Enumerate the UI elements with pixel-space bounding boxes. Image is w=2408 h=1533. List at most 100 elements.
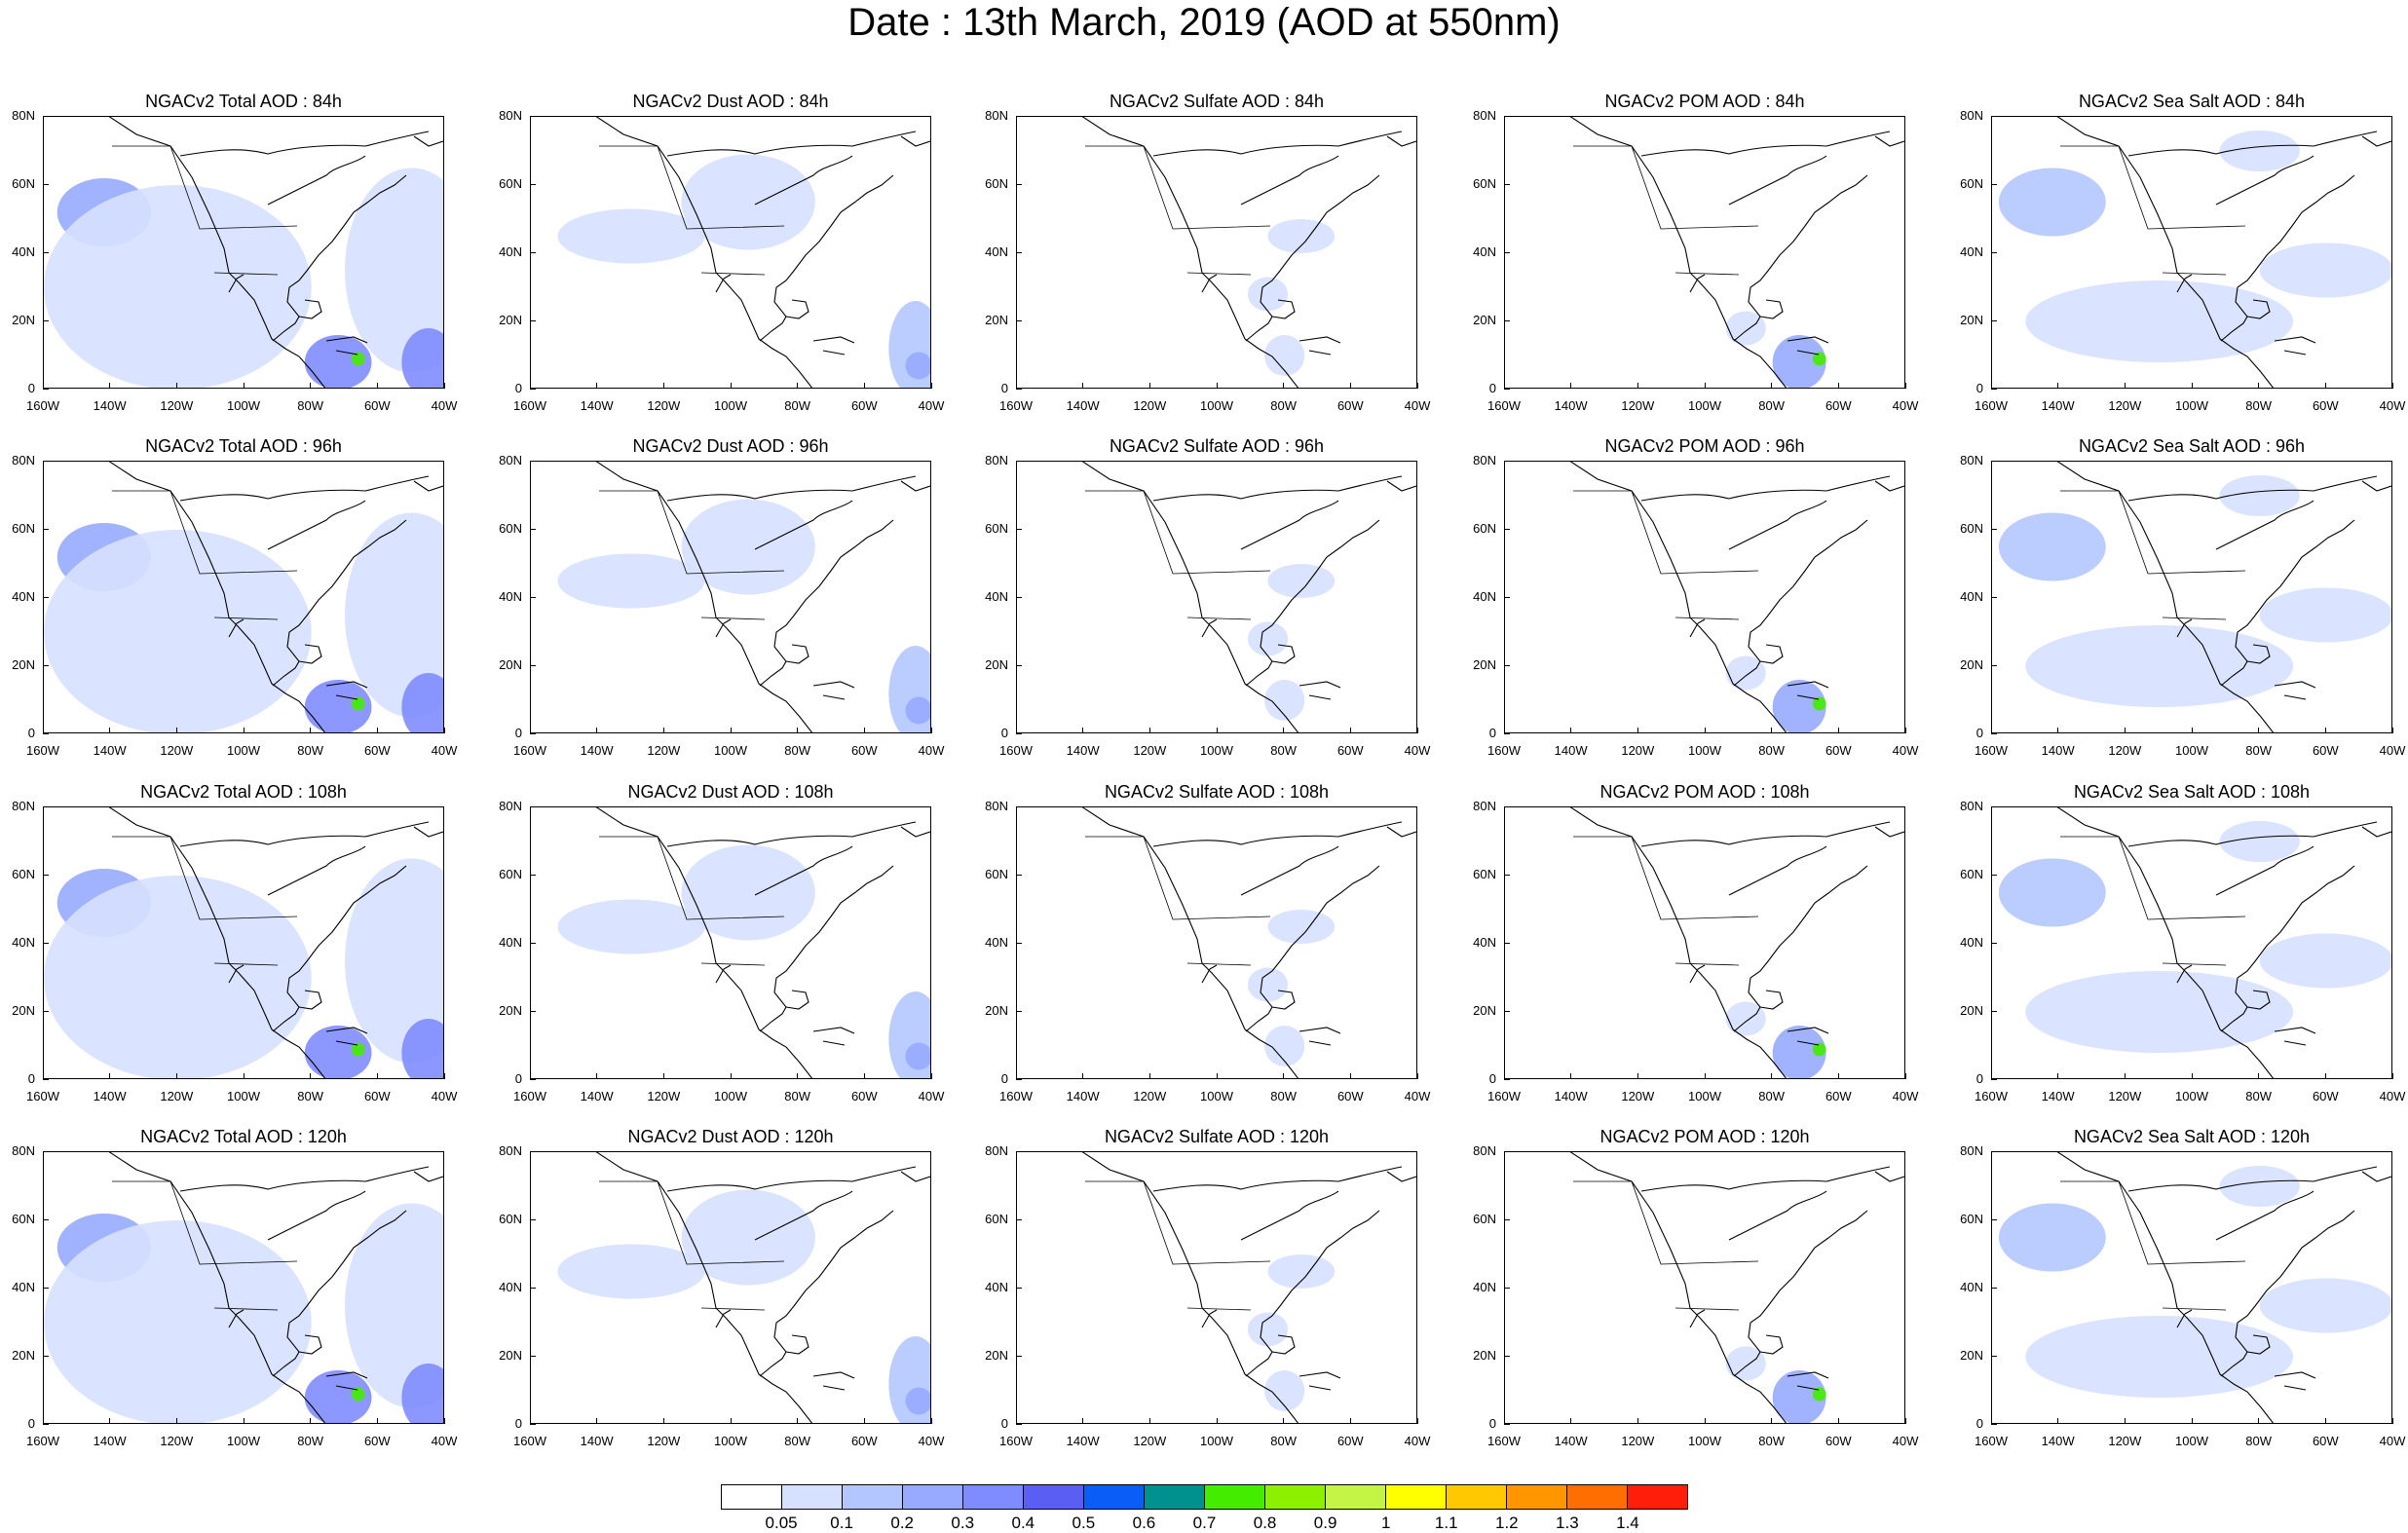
coastline — [900, 826, 930, 838]
x-tick-label: 160W — [513, 743, 546, 758]
y-tick-label: 0 — [27, 1416, 35, 1431]
country-border — [112, 145, 298, 230]
panel-title: NGACv2 POM AOD : 108h — [1599, 782, 1810, 802]
coastline — [1152, 131, 1403, 157]
coastline — [1689, 274, 1706, 293]
coastline — [754, 845, 853, 896]
y-tick — [530, 805, 536, 807]
y-tick — [43, 115, 49, 117]
coastline — [1569, 117, 1787, 388]
y-tick-label: 60N — [985, 1212, 1008, 1226]
coastline — [267, 155, 366, 206]
coastline — [1386, 480, 1416, 492]
coastline — [1245, 865, 1380, 1032]
x-tick — [2191, 1073, 2193, 1079]
x-tick — [376, 383, 378, 389]
aod-patch — [304, 335, 372, 388]
x-tick — [175, 1418, 177, 1424]
country-border — [1085, 490, 1271, 575]
x-tick-label: 160W — [1975, 1089, 2008, 1103]
x-tick-label: 40W — [1404, 1434, 1431, 1448]
country-border — [2060, 836, 2246, 920]
colorbar-label: 1.2 — [1494, 1514, 1519, 1532]
x-tick-label: 100W — [1200, 743, 1233, 758]
y-tick-label: 40N — [1473, 1280, 1496, 1294]
y-tick — [1016, 805, 1022, 807]
aod-patch — [1725, 311, 1766, 346]
y-tick-label: 60N — [12, 176, 35, 191]
y-tick-label: 40N — [1960, 1280, 1983, 1294]
x-tick — [930, 1073, 932, 1079]
panel-title: NGACv2 POM AOD : 96h — [1604, 436, 1805, 456]
x-tick-label: 120W — [1133, 398, 1167, 413]
y-tick-label: 80N — [12, 799, 35, 813]
x-tick — [1837, 728, 1839, 733]
x-tick — [1349, 383, 1351, 389]
x-tick — [930, 383, 932, 389]
x-tick — [310, 1073, 312, 1079]
coastline — [1787, 1371, 1829, 1379]
y-tick — [1504, 1150, 1510, 1152]
x-tick — [529, 728, 531, 733]
x-tick-label: 140W — [580, 743, 614, 758]
aod-patch — [345, 512, 443, 718]
x-tick — [2057, 383, 2059, 389]
aod-patch — [1998, 1203, 2106, 1272]
coastline — [335, 350, 358, 355]
coastline — [900, 135, 930, 147]
x-tick — [1990, 728, 1992, 733]
aod-patch — [44, 185, 312, 388]
panel-title: NGACv2 Sulfate AOD : 84h — [1109, 92, 1325, 111]
x-tick-label: 140W — [93, 1089, 127, 1103]
y-tick — [43, 664, 49, 666]
y-tick-label: 80N — [499, 108, 522, 123]
x-tick — [109, 383, 111, 389]
aod-patch — [681, 154, 815, 250]
y-tick — [1016, 528, 1022, 530]
x-tick — [376, 1073, 378, 1079]
y-tick — [530, 1287, 536, 1289]
country-border — [1085, 836, 1271, 920]
x-tick — [109, 1073, 111, 1079]
x-tick-label: 120W — [647, 398, 681, 413]
aod-patch — [557, 899, 705, 954]
coastline — [1386, 826, 1416, 838]
x-tick-label: 40W — [2379, 743, 2406, 758]
coastline — [812, 681, 855, 689]
colorbar-label: 1.3 — [1556, 1514, 1579, 1532]
aod-map — [1998, 807, 2391, 1078]
panel-title: NGACv2 Sea Salt AOD : 108h — [2073, 782, 2311, 802]
x-tick-label: 100W — [714, 1089, 747, 1103]
x-tick — [797, 728, 799, 733]
aod-patch — [1247, 1312, 1289, 1347]
x-tick — [2258, 383, 2260, 389]
x-tick-label: 100W — [227, 743, 260, 758]
page-title: Date : 13th March, 2019 (AOD at 550nm) — [847, 1, 1561, 44]
aod-patch — [345, 858, 443, 1064]
coastline — [785, 990, 809, 1010]
map-panel: NGACv2 Total AOD : 96h 0 20N 40N 60N 80N 160W 1… — [12, 436, 457, 758]
x-tick-label: 60W — [1825, 743, 1852, 758]
x-tick — [730, 1073, 732, 1079]
x-tick — [1637, 728, 1638, 733]
x-tick — [2258, 728, 2260, 733]
x-tick — [730, 728, 732, 733]
panel-title: NGACv2 POM AOD : 120h — [1599, 1127, 1810, 1146]
y-tick — [530, 115, 536, 117]
panel-title: NGACv2 Dust AOD : 108h — [627, 782, 834, 802]
x-tick-label: 120W — [2108, 398, 2142, 413]
x-tick — [443, 383, 445, 389]
y-tick — [1016, 115, 1022, 117]
coastline — [1081, 117, 1299, 388]
y-tick — [530, 942, 536, 944]
x-tick — [1216, 383, 1218, 389]
aod-map — [1998, 1152, 2391, 1423]
y-tick — [530, 1423, 536, 1425]
y-tick-label: 20N — [1960, 1348, 1983, 1363]
map-frame — [1991, 1151, 2392, 1424]
y-tick-label: 80N — [1960, 799, 1983, 813]
x-tick — [1349, 1073, 1351, 1079]
aod-patch — [1267, 910, 1336, 944]
x-tick — [1570, 1418, 1572, 1424]
map-panel: NGACv2 Sulfate AOD : 108h 0 20N 40N 60N 80N 16… — [985, 782, 1430, 1103]
